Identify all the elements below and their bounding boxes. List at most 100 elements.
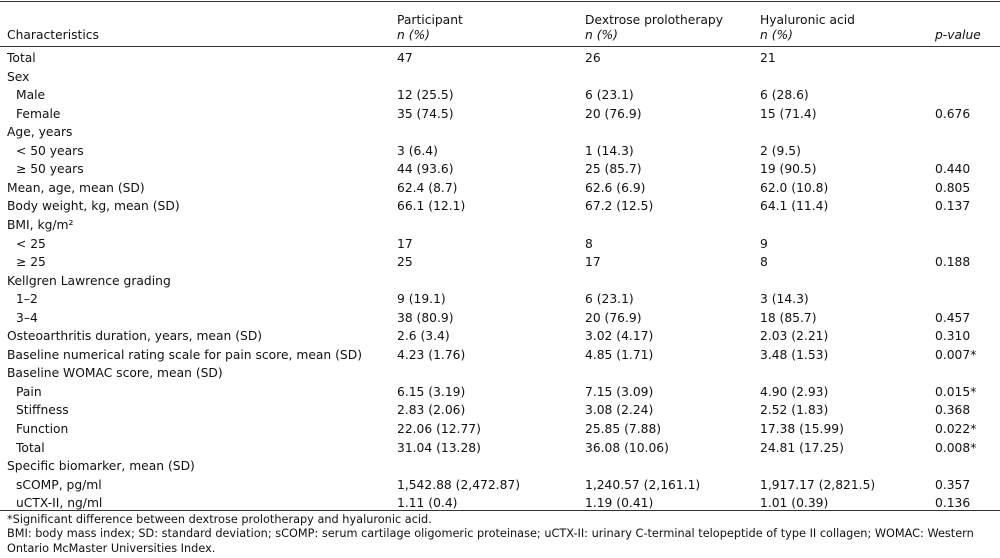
cell-hyaluronic: 2 (9.5) <box>760 143 801 158</box>
cell-dextrose: 1 (14.3) <box>585 143 634 158</box>
cell-participant <box>397 121 585 140</box>
cell-hyaluronic <box>760 65 935 84</box>
footnote-significance: *Significant difference between dextrose… <box>7 513 432 526</box>
cell-participant: 66.1 (12.1) <box>397 199 466 214</box>
cell-dextrose: 8 <box>585 236 593 251</box>
table-row: BMI, kg/m² <box>0 213 1000 232</box>
cell-participant: 17 <box>397 236 413 251</box>
cell-pvalue: 0.310 <box>935 329 971 344</box>
table-row: < 50 years 3 (6.4) 1 (14.3) 2 (9.5) <box>0 139 1000 158</box>
table-header: Characteristics Participant n (%) Dextro… <box>0 1 1000 47</box>
cell-pvalue: 0.457 <box>935 310 971 325</box>
cell-characteristic: 1–2 <box>16 292 38 307</box>
table-row: uCTX-II, ng/ml 1.11 (0.4) 1.19 (0.41) 1.01 … <box>0 492 1000 511</box>
cell-dextrose <box>585 455 760 474</box>
cell-dextrose <box>585 362 760 381</box>
cell-participant: 44 (93.6) <box>397 162 454 177</box>
cell-dextrose: 17 <box>585 255 601 270</box>
cell-pvalue: 0.188 <box>935 255 971 270</box>
table-footnotes: *Significant difference between dextrose… <box>7 513 992 556</box>
cell-hyaluronic: 19 (90.5) <box>760 162 817 177</box>
cell-hyaluronic: 64.1 (11.4) <box>760 199 829 214</box>
table-row: ≥ 25 25 17 8 0.188 <box>0 251 1000 270</box>
table-row: Stiffness 2.83 (2.06) 3.08 (2.24) 2.52 (1.8… <box>0 399 1000 418</box>
cell-dextrose <box>585 65 760 84</box>
cell-pvalue: 0.137 <box>935 199 971 214</box>
cell-pvalue: 0.440 <box>935 162 971 177</box>
table-row: ≥ 50 years 44 (93.6) 25 (85.7) 19 (90.5) 0.4… <box>0 158 1000 177</box>
cell-dextrose: 1,240.57 (2,161.1) <box>585 477 701 492</box>
cell-characteristic: Sex <box>7 69 30 84</box>
cell-pvalue <box>935 362 1000 381</box>
cell-dextrose: 26 <box>585 51 601 66</box>
cell-pvalue: 0.368 <box>935 403 971 418</box>
cell-participant: 2.6 (3.4) <box>397 329 450 344</box>
cell-dextrose <box>585 269 760 288</box>
table-row: Osteoarthritis duration, years, mean (SD… <box>0 325 1000 344</box>
table-row: Mean, age, mean (SD) 62.4 (8.7) 62.6 (6.9)… <box>0 176 1000 195</box>
cell-participant: 3 (6.4) <box>397 143 438 158</box>
cell-hyaluronic <box>760 121 935 140</box>
cell-dextrose: 20 (76.9) <box>585 106 642 121</box>
header-participant-n: n (%) <box>397 27 430 42</box>
table-row: Function 22.06 (12.77) 25.85 (7.88) 17.38 (… <box>0 417 1000 436</box>
cell-pvalue: 0.136 <box>935 495 971 510</box>
cell-participant: 62.4 (8.7) <box>397 180 458 195</box>
table-body: Total 47 26 21 Sex Male 12 (25.5) 6 (23.1) 6 (28… <box>0 47 1000 511</box>
cell-hyaluronic <box>760 455 935 474</box>
cell-participant: 25 <box>397 255 413 270</box>
header-hyaluronic-n: n (%) <box>760 27 793 42</box>
cell-participant: 1,542.88 (2,472.87) <box>397 477 521 492</box>
cell-characteristic: < 50 years <box>16 143 84 158</box>
cell-characteristic: Total <box>7 51 36 66</box>
table-row: Body weight, kg, mean (SD) 66.1 (12.1) 67.… <box>0 195 1000 214</box>
cell-pvalue <box>935 65 1000 84</box>
cell-characteristic: ≥ 50 years <box>16 162 84 177</box>
cell-pvalue <box>935 84 1000 103</box>
cell-characteristic: Specific biomarker, mean (SD) <box>7 459 195 474</box>
cell-pvalue: 0.015* <box>935 384 977 399</box>
cell-hyaluronic: 2.52 (1.83) <box>760 403 829 418</box>
table-row: Female 35 (74.5) 20 (76.9) 15 (71.4) 0.676 <box>0 102 1000 121</box>
cell-hyaluronic: 4.90 (2.93) <box>760 384 829 399</box>
table-row: Baseline WOMAC score, mean (SD) <box>0 362 1000 381</box>
cell-characteristic: Kellgren Lawrence grading <box>7 273 171 288</box>
cell-pvalue <box>935 232 1000 251</box>
cell-pvalue <box>935 455 1000 474</box>
cell-hyaluronic <box>760 213 935 232</box>
header-dextrose: Dextrose prolotherapy n (%) <box>585 13 724 42</box>
header-hyaluronic: Hyaluronic acid n (%) <box>760 13 855 42</box>
cell-participant: 1.11 (0.4) <box>397 495 458 510</box>
cell-hyaluronic: 6 (28.6) <box>760 88 809 103</box>
cell-participant <box>397 65 585 84</box>
table-row: Baseline numerical rating scale for pain… <box>0 343 1000 362</box>
table-row: 1–2 9 (19.1) 6 (23.1) 3 (14.3) <box>0 288 1000 307</box>
cell-hyaluronic: 3 (14.3) <box>760 292 809 307</box>
cell-dextrose: 7.15 (3.09) <box>585 384 654 399</box>
cell-characteristic: Male <box>16 88 46 103</box>
cell-hyaluronic <box>760 362 935 381</box>
cell-characteristic: BMI, kg/m² <box>7 217 74 232</box>
cell-characteristic: Osteoarthritis duration, years, mean (SD… <box>7 329 263 344</box>
table-row: 3–4 38 (80.9) 20 (76.9) 18 (85.7) 0.457 <box>0 306 1000 325</box>
cell-pvalue <box>935 47 1000 66</box>
cell-hyaluronic: 1,917.17 (2,821.5) <box>760 477 876 492</box>
cell-dextrose <box>585 121 760 140</box>
cell-characteristic: Pain <box>16 384 42 399</box>
cell-participant <box>397 213 585 232</box>
table-row: Male 12 (25.5) 6 (23.1) 6 (28.6) <box>0 84 1000 103</box>
cell-dextrose: 62.6 (6.9) <box>585 180 646 195</box>
cell-hyaluronic: 62.0 (10.8) <box>760 180 829 195</box>
cell-pvalue <box>935 269 1000 288</box>
cell-participant: 35 (74.5) <box>397 106 454 121</box>
table-row: Kellgren Lawrence grading <box>0 269 1000 288</box>
cell-participant: 38 (80.9) <box>397 310 454 325</box>
cell-pvalue <box>935 288 1000 307</box>
table-row: Total 47 26 21 <box>0 47 1000 66</box>
cell-participant: 22.06 (12.77) <box>397 421 481 436</box>
cell-participant: 31.04 (13.28) <box>397 440 481 455</box>
cell-participant: 12 (25.5) <box>397 88 454 103</box>
cell-hyaluronic: 18 (85.7) <box>760 310 817 325</box>
cell-characteristic: Function <box>16 421 69 436</box>
